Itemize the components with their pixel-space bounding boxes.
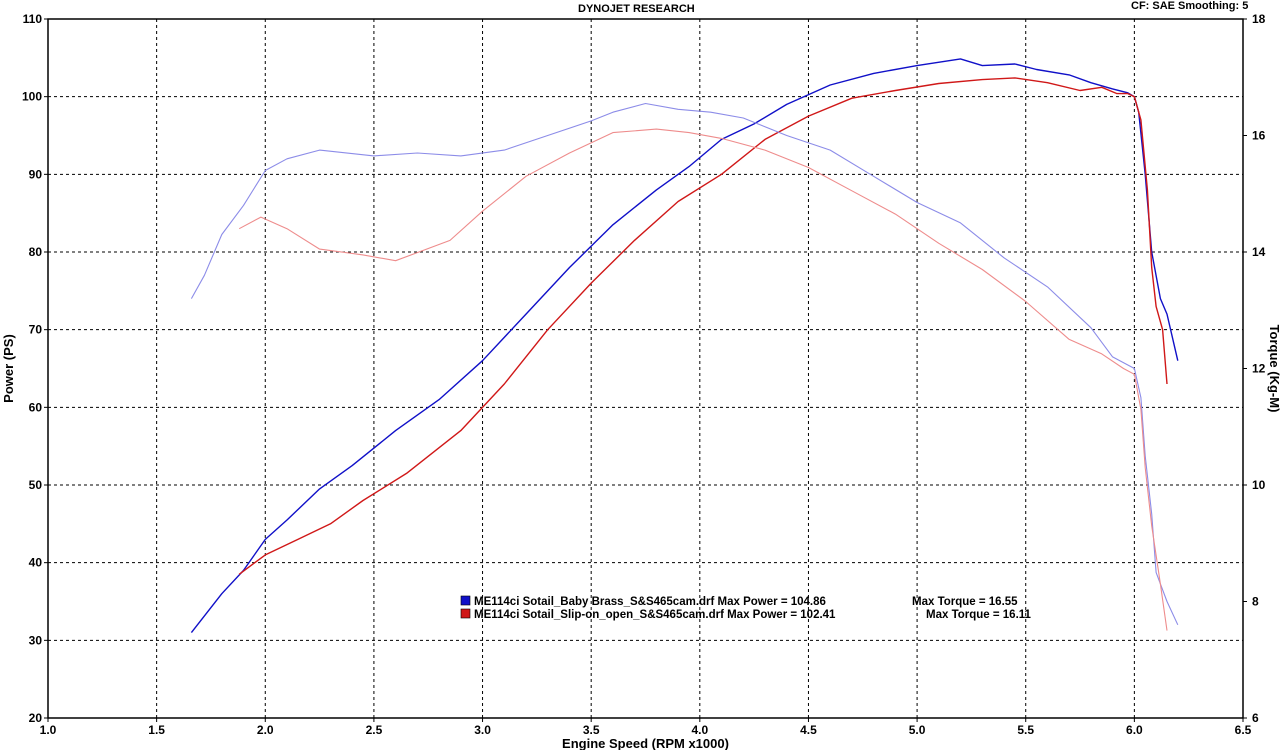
series-line-torque-blue bbox=[190, 102, 1179, 626]
y2-tick-label: 10 bbox=[1252, 478, 1266, 492]
x-tick-label: 6.0 bbox=[1126, 723, 1143, 737]
y-tick-label: 100 bbox=[22, 90, 42, 104]
y2-tick-label: 14 bbox=[1252, 245, 1266, 259]
legend-swatch bbox=[460, 608, 471, 619]
x-tick-label: 2.5 bbox=[366, 723, 383, 737]
y-tick-label: 90 bbox=[29, 167, 43, 181]
y-tick-label: 40 bbox=[29, 556, 43, 570]
legend-max-torque: Max Torque = 16.55 bbox=[912, 596, 1018, 608]
chart-settings: CF: SAE Smoothing: 5 bbox=[1131, 0, 1249, 12]
x-tick-label: 6.5 bbox=[1235, 723, 1252, 737]
legend-label: ME114ci Sotail_Slip-on_open_S&S465cam.dr… bbox=[474, 609, 836, 621]
y-tick-label: 30 bbox=[29, 633, 43, 647]
y2-tick-label: 18 bbox=[1252, 12, 1266, 26]
series-line-power-red bbox=[238, 77, 1168, 575]
plot-area bbox=[48, 19, 1243, 718]
y-tick-label: 60 bbox=[29, 400, 43, 414]
x-axis-label: Engine Speed (RPM x1000) bbox=[562, 736, 729, 750]
chart-title: DYNOJET RESEARCH bbox=[578, 3, 695, 15]
series-line-torque-red bbox=[238, 128, 1168, 631]
x-tick-label: 3.0 bbox=[474, 723, 491, 737]
y-tick-label: 80 bbox=[29, 245, 43, 259]
legend-max-torque: Max Torque = 16.11 bbox=[926, 609, 1032, 621]
x-tick-label: 1.0 bbox=[40, 723, 57, 737]
x-tick-label: 5.0 bbox=[909, 723, 926, 737]
y2-tick-label: 6 bbox=[1252, 711, 1259, 725]
legend-swatch bbox=[460, 595, 471, 606]
y-axis-label: Power (PS) bbox=[1, 334, 16, 403]
x-tick-label: 2.0 bbox=[257, 723, 274, 737]
y2-axis-label: Torque (Kg-M) bbox=[1267, 325, 1282, 413]
x-tick-label: 4.5 bbox=[800, 723, 817, 737]
y-tick-label: 110 bbox=[23, 12, 43, 26]
x-tick-label: 5.5 bbox=[1017, 723, 1034, 737]
x-tick-label: 1.5 bbox=[148, 723, 165, 737]
y2-tick-label: 16 bbox=[1252, 129, 1266, 143]
y2-tick-label: 12 bbox=[1252, 362, 1266, 376]
legend-label: ME114ci Sotail_Baby Brass_S&S465cam.drf … bbox=[474, 596, 826, 608]
y-tick-label: 50 bbox=[29, 478, 43, 492]
y-tick-label: 70 bbox=[29, 323, 43, 337]
x-tick-label: 3.5 bbox=[583, 723, 600, 737]
y-tick-label: 20 bbox=[29, 711, 43, 725]
y2-tick-label: 8 bbox=[1252, 595, 1259, 609]
x-tick-label: 4.0 bbox=[691, 723, 708, 737]
plot-border bbox=[47, 18, 1244, 719]
